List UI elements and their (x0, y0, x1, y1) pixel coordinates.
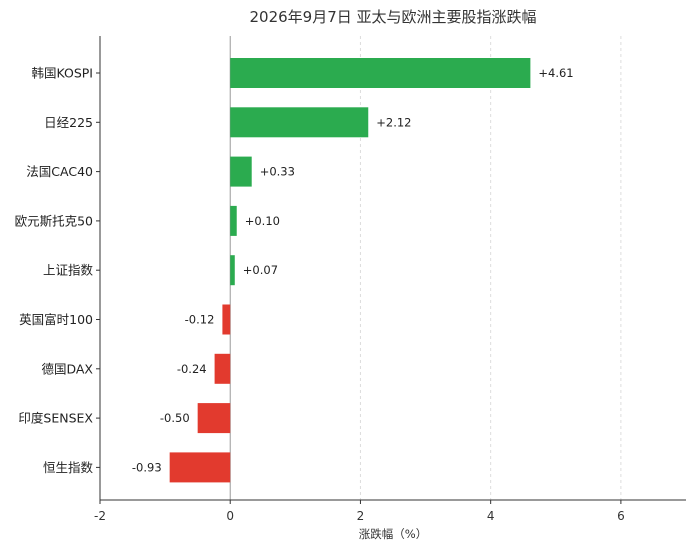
bar (230, 255, 235, 286)
data-label: +4.61 (538, 66, 573, 80)
x-tick-label: 0 (226, 509, 234, 523)
category-label: 日经225 (44, 115, 93, 130)
label-layer: 韩国KOSPI +4.61 日经225 +2.12 法国CAC40 +0.33 欧元斯托克5… (15, 66, 574, 475)
data-label: +0.10 (245, 214, 280, 228)
x-tick-label: 2 (357, 509, 365, 523)
category-label: 英国富时100 (19, 312, 93, 327)
chart-title: 2026年9月7日 亚太与欧洲主要股指涨跌幅 (249, 8, 536, 26)
data-label: -0.93 (132, 460, 162, 474)
bar (214, 353, 231, 384)
bar (222, 304, 231, 335)
data-label: +2.12 (376, 115, 411, 129)
data-label: +0.07 (243, 263, 278, 277)
x-tick-label: 4 (487, 509, 495, 523)
x-tick-label: 6 (617, 509, 625, 523)
x-axis-title: 涨跌幅（%） (359, 527, 427, 541)
bar (197, 403, 231, 434)
category-label: 韩国KOSPI (31, 66, 93, 81)
bar (230, 107, 369, 138)
category-label: 法国CAC40 (26, 164, 93, 179)
category-label: 欧元斯托克50 (15, 213, 93, 228)
bar (230, 205, 237, 236)
category-label: 恒生指数 (43, 460, 94, 475)
data-label: +0.33 (260, 165, 295, 179)
data-label: -0.24 (177, 362, 207, 376)
grid-layer (99, 36, 622, 500)
category-label: 上证指数 (43, 263, 94, 278)
x-tick-label: -2 (94, 509, 106, 523)
bar (169, 452, 231, 483)
data-label: -0.12 (185, 313, 215, 327)
bar (230, 156, 252, 187)
bar (230, 58, 531, 88)
category-label: 德国DAX (41, 361, 93, 376)
bar-layer (169, 58, 531, 483)
axis-layer: -2 0 2 4 6 (94, 36, 686, 523)
data-label: -0.50 (160, 411, 190, 425)
category-label: 印度SENSEX (18, 411, 93, 426)
